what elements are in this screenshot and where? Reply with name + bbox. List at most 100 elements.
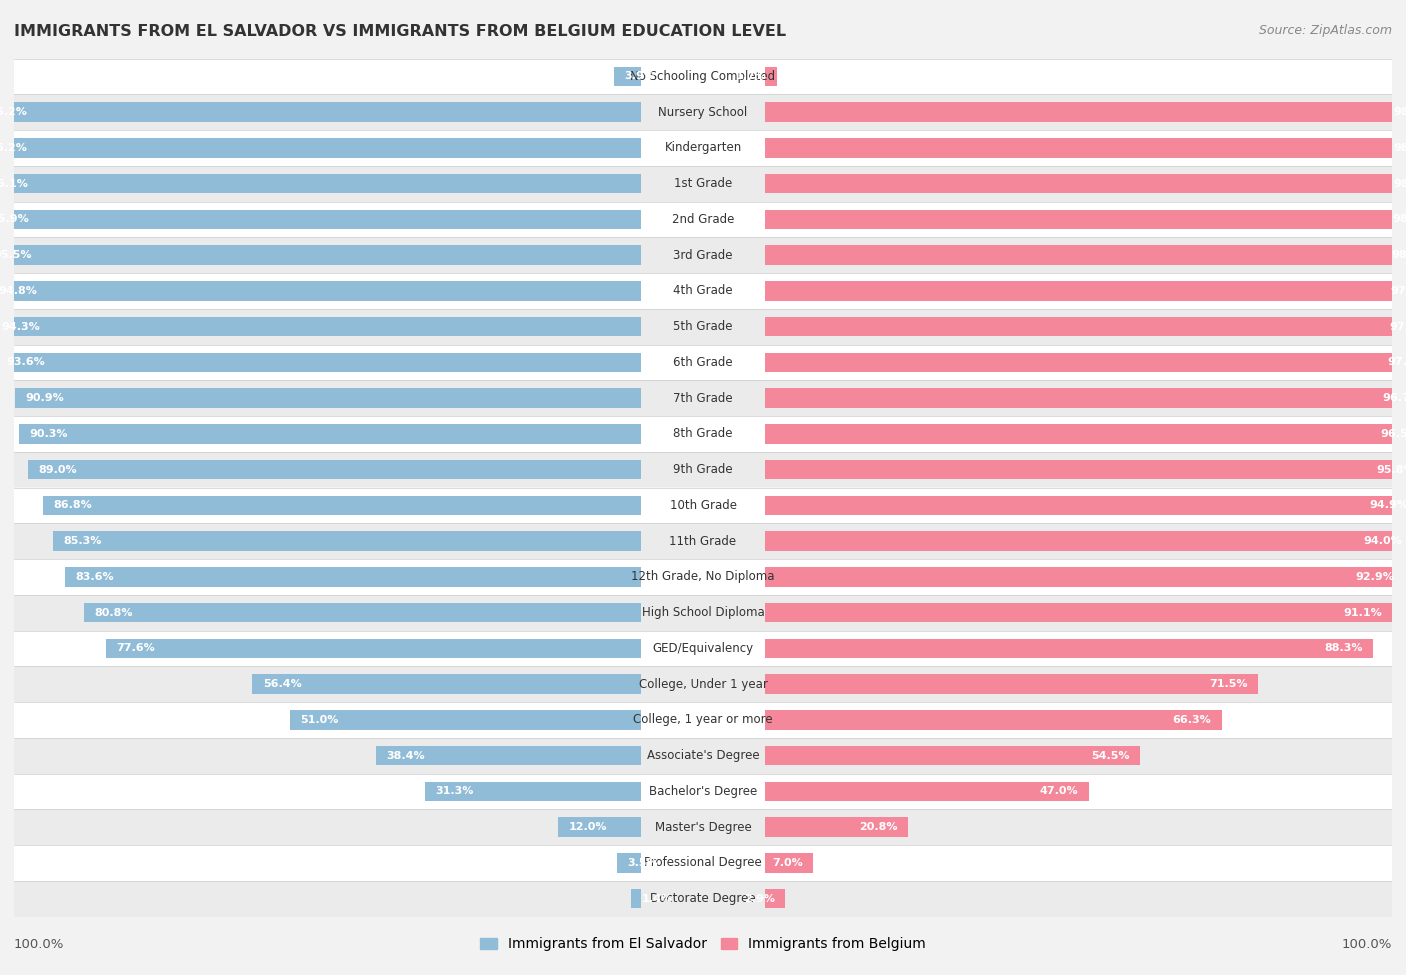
Bar — [765, 138, 1406, 158]
Bar — [765, 675, 1257, 694]
Text: 5th Grade: 5th Grade — [673, 320, 733, 333]
Text: 4th Grade: 4th Grade — [673, 285, 733, 297]
Bar — [14, 95, 1392, 130]
Bar — [0, 281, 641, 300]
Bar — [0, 174, 641, 193]
Text: 94.9%: 94.9% — [1369, 500, 1406, 510]
Text: 80.8%: 80.8% — [94, 607, 134, 617]
Bar — [765, 853, 813, 873]
Bar — [765, 210, 1406, 229]
Bar — [14, 237, 1392, 273]
Text: Doctorate Degree: Doctorate Degree — [650, 892, 756, 905]
Bar — [14, 202, 1392, 237]
Bar — [14, 166, 1392, 202]
Text: 88.3%: 88.3% — [1324, 644, 1362, 653]
Text: 92.9%: 92.9% — [1355, 572, 1395, 582]
Bar — [14, 58, 1392, 95]
Bar — [765, 639, 1374, 658]
Bar — [765, 66, 776, 86]
Bar — [65, 567, 641, 587]
Text: 1st Grade: 1st Grade — [673, 177, 733, 190]
Bar — [14, 595, 1392, 631]
Bar — [765, 317, 1406, 336]
Bar — [617, 853, 641, 873]
Text: 98.3%: 98.3% — [1393, 178, 1406, 188]
Bar — [14, 702, 1392, 738]
Text: 94.3%: 94.3% — [1, 322, 41, 332]
Bar — [14, 416, 1392, 451]
Bar — [765, 388, 1406, 408]
Text: 7.0%: 7.0% — [772, 858, 803, 868]
Bar — [765, 746, 1140, 765]
Text: 54.5%: 54.5% — [1091, 751, 1130, 760]
Bar — [14, 773, 1392, 809]
Bar — [14, 380, 1392, 416]
Bar — [14, 631, 1392, 666]
Bar — [290, 710, 641, 729]
Bar — [558, 817, 641, 837]
Text: 1.7%: 1.7% — [735, 71, 766, 81]
Text: 97.8%: 97.8% — [1389, 322, 1406, 332]
Text: 96.1%: 96.1% — [0, 178, 28, 188]
Bar — [14, 809, 1392, 845]
Bar — [14, 344, 1392, 380]
Text: 86.8%: 86.8% — [53, 500, 91, 510]
Bar — [107, 639, 641, 658]
Text: 83.6%: 83.6% — [76, 572, 114, 582]
Text: 90.3%: 90.3% — [30, 429, 67, 439]
Bar — [44, 495, 641, 515]
Bar — [0, 102, 641, 122]
Bar — [18, 424, 641, 444]
Text: 71.5%: 71.5% — [1209, 680, 1247, 689]
Text: Master's Degree: Master's Degree — [655, 821, 751, 834]
Bar — [14, 130, 1392, 166]
Text: 11th Grade: 11th Grade — [669, 534, 737, 548]
Bar — [14, 845, 1392, 880]
Text: 95.5%: 95.5% — [0, 251, 32, 260]
Text: 3.5%: 3.5% — [627, 858, 658, 868]
Text: 100.0%: 100.0% — [14, 938, 65, 951]
Bar — [765, 460, 1406, 480]
Text: 96.7%: 96.7% — [1382, 393, 1406, 403]
Bar — [765, 281, 1406, 300]
Bar — [0, 210, 641, 229]
Text: 94.8%: 94.8% — [0, 286, 37, 295]
Text: Bachelor's Degree: Bachelor's Degree — [650, 785, 756, 798]
Bar — [765, 889, 785, 909]
Text: 3rd Grade: 3rd Grade — [673, 249, 733, 261]
Bar — [14, 880, 1392, 916]
Text: 96.2%: 96.2% — [0, 143, 28, 153]
Text: 98.1%: 98.1% — [1392, 251, 1406, 260]
Text: GED/Equivalency: GED/Equivalency — [652, 642, 754, 655]
Text: 1.4%: 1.4% — [641, 894, 672, 904]
Text: 2.9%: 2.9% — [744, 894, 775, 904]
Text: Nursery School: Nursery School — [658, 105, 748, 119]
Bar — [14, 309, 1392, 344]
Bar — [14, 666, 1392, 702]
Text: No Schooling Completed: No Schooling Completed — [630, 70, 776, 83]
Text: 9th Grade: 9th Grade — [673, 463, 733, 476]
Text: Kindergarten: Kindergarten — [665, 141, 741, 154]
Bar — [765, 495, 1406, 515]
Bar — [14, 524, 1392, 559]
Text: 6th Grade: 6th Grade — [673, 356, 733, 369]
Bar — [765, 817, 908, 837]
Bar — [253, 675, 641, 694]
Text: Professional Degree: Professional Degree — [644, 856, 762, 870]
Text: 100.0%: 100.0% — [1341, 938, 1392, 951]
Text: College, Under 1 year: College, Under 1 year — [638, 678, 768, 690]
Text: 91.1%: 91.1% — [1344, 607, 1382, 617]
Bar — [377, 746, 641, 765]
Bar — [0, 353, 641, 372]
Text: 85.3%: 85.3% — [63, 536, 103, 546]
Bar — [0, 138, 641, 158]
Text: 2nd Grade: 2nd Grade — [672, 213, 734, 226]
Bar — [765, 246, 1406, 265]
Bar — [84, 603, 641, 622]
Bar — [14, 559, 1392, 595]
Text: 8th Grade: 8th Grade — [673, 427, 733, 441]
Text: 96.5%: 96.5% — [1381, 429, 1406, 439]
Text: Source: ZipAtlas.com: Source: ZipAtlas.com — [1258, 24, 1392, 37]
Text: IMMIGRANTS FROM EL SALVADOR VS IMMIGRANTS FROM BELGIUM EDUCATION LEVEL: IMMIGRANTS FROM EL SALVADOR VS IMMIGRANT… — [14, 24, 786, 39]
Bar — [14, 451, 1392, 488]
